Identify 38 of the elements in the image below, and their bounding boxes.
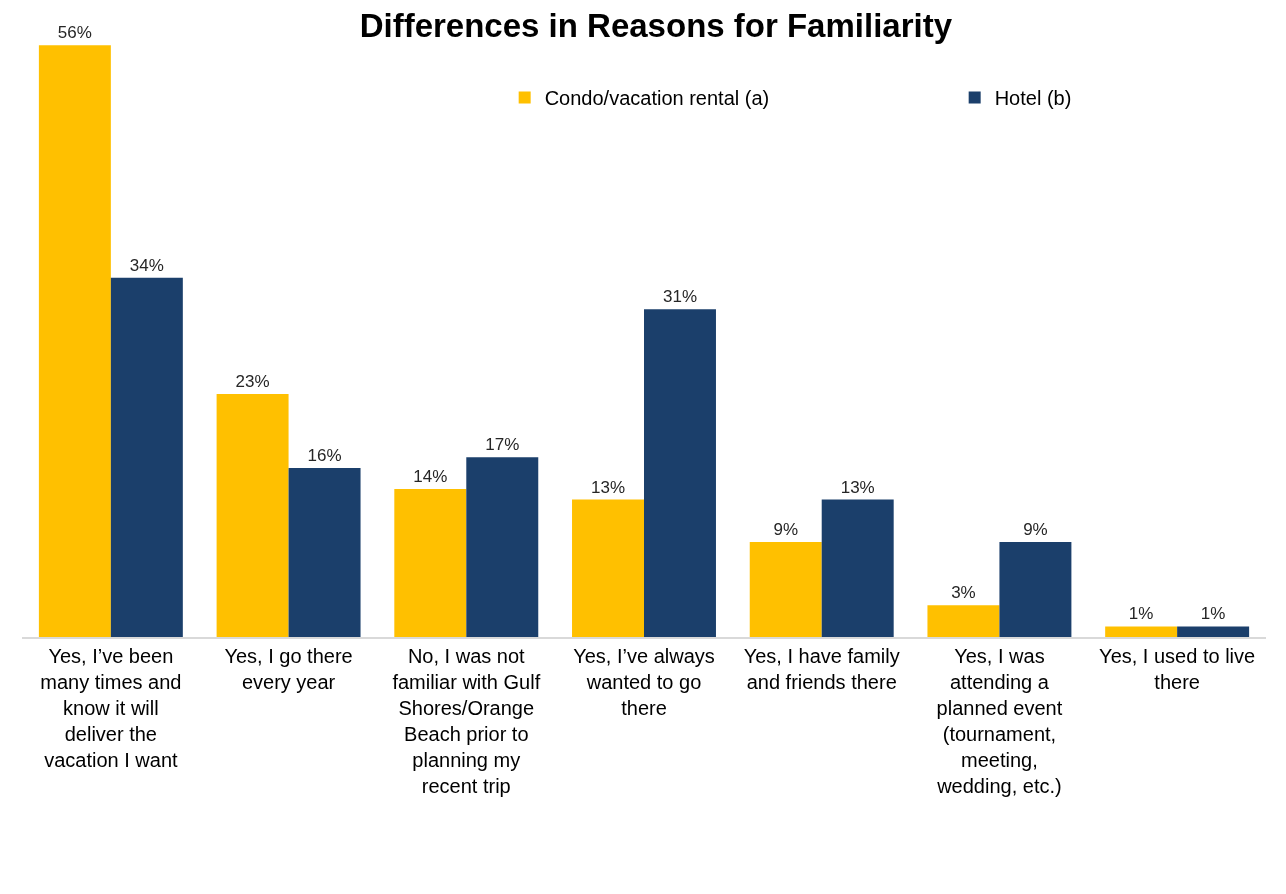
data-label: 9% [773, 519, 799, 539]
bar [38, 45, 111, 637]
data-label: 13% [591, 477, 626, 497]
legend-label: Condo/vacation rental (a) [544, 87, 770, 110]
data-label: 1% [1200, 604, 1226, 624]
x-tick-label: Yes, I used to live there [1099, 644, 1256, 693]
bar [644, 309, 716, 637]
bar [1105, 626, 1178, 637]
data-label: 23% [235, 371, 270, 391]
bar [216, 393, 289, 637]
x-tick-label: Yes, I was attending a planned event (tournament, meeting, wedding, etc.) [936, 644, 1063, 797]
bar [749, 541, 822, 637]
data-label: 3% [951, 583, 976, 603]
x-tick-label: Yes, I’ve always wanted to go there [573, 644, 715, 719]
x-tick-label: No, I was not familiar with Gulf Shores/Orange Beach prior to planning my recent trip [392, 644, 541, 797]
bar [999, 541, 1072, 637]
legend-label: Hotel (b) [994, 87, 1072, 110]
data-label: 1% [1128, 604, 1154, 624]
data-label: 56% [57, 23, 92, 43]
data-label: 13% [840, 477, 875, 497]
bar [288, 467, 361, 637]
x-tick-label: Yes, I have family and friends there [743, 644, 900, 693]
data-label: 34% [129, 255, 164, 275]
data-label: 16% [307, 445, 342, 465]
x-tick-label: Yes, I’ve been many times and know it will deliver the vacation I want [40, 644, 182, 771]
x-tick-label: Yes, I go there every year [224, 644, 353, 693]
chart-title: Differences in Reasons for Familiarity [359, 6, 953, 44]
bar [110, 277, 183, 637]
data-label: 31% [662, 287, 697, 307]
bar [821, 499, 894, 637]
bar [927, 605, 1000, 637]
bar [1177, 626, 1250, 637]
data-label: 9% [1023, 519, 1048, 539]
data-label: 17% [485, 435, 520, 455]
bar [572, 499, 644, 637]
data-label: 14% [413, 467, 448, 487]
bar [394, 489, 467, 637]
bar [466, 457, 539, 637]
